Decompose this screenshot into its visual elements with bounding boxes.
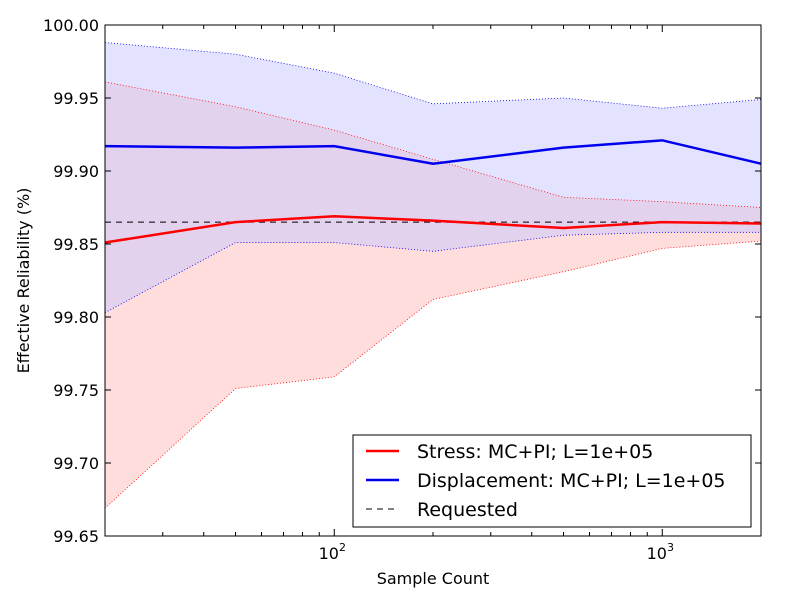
band-edges: [104, 42, 762, 509]
confidence-bands: [105, 42, 761, 509]
x-tick-label: 102: [319, 541, 346, 563]
legend-label-requested: Requested: [417, 499, 518, 521]
displacement-lower-edge: [104, 231, 761, 313]
x-tick-label: 103: [647, 541, 674, 563]
y-tick-label: 99.70: [53, 454, 99, 473]
y-tick-label: 99.65: [53, 527, 99, 546]
displacement-upper-edge: [104, 42, 762, 109]
stress-mean-line: [104, 215, 762, 244]
y-tick-label: 99.75: [53, 381, 99, 400]
y-tick-label: 99.95: [53, 89, 99, 108]
x-axis-label: Sample Count: [377, 569, 490, 588]
y-tick-label: 99.80: [53, 308, 99, 327]
stress-lower-edge: [104, 240, 762, 509]
y-tick-label: 100.00: [43, 16, 99, 35]
legend: Stress: MC+PI; L=1e+05 Displacement: MC+P…: [352, 434, 752, 528]
x-axis-ticks: 102 103: [104, 25, 762, 563]
y-axis-label: Effective Reliability (%): [14, 188, 33, 374]
displacement-mean-line: [104, 139, 762, 165]
y-tick-label: 99.85: [53, 235, 99, 254]
legend-label-displacement: Displacement: MC+PI; L=1e+05: [417, 470, 726, 492]
stress-upper-edge: [104, 81, 762, 208]
series-lines: [104, 139, 762, 244]
legend-label-stress: Stress: MC+PI; L=1e+05: [417, 441, 653, 463]
y-axis-ticks: 99.65 99.70 99.75 99.80 99.85 99.90 99.95 100.0…: [43, 16, 761, 546]
displacement-band: [105, 42, 761, 313]
legend-box: [352, 434, 752, 528]
y-tick-label: 99.90: [53, 162, 99, 181]
